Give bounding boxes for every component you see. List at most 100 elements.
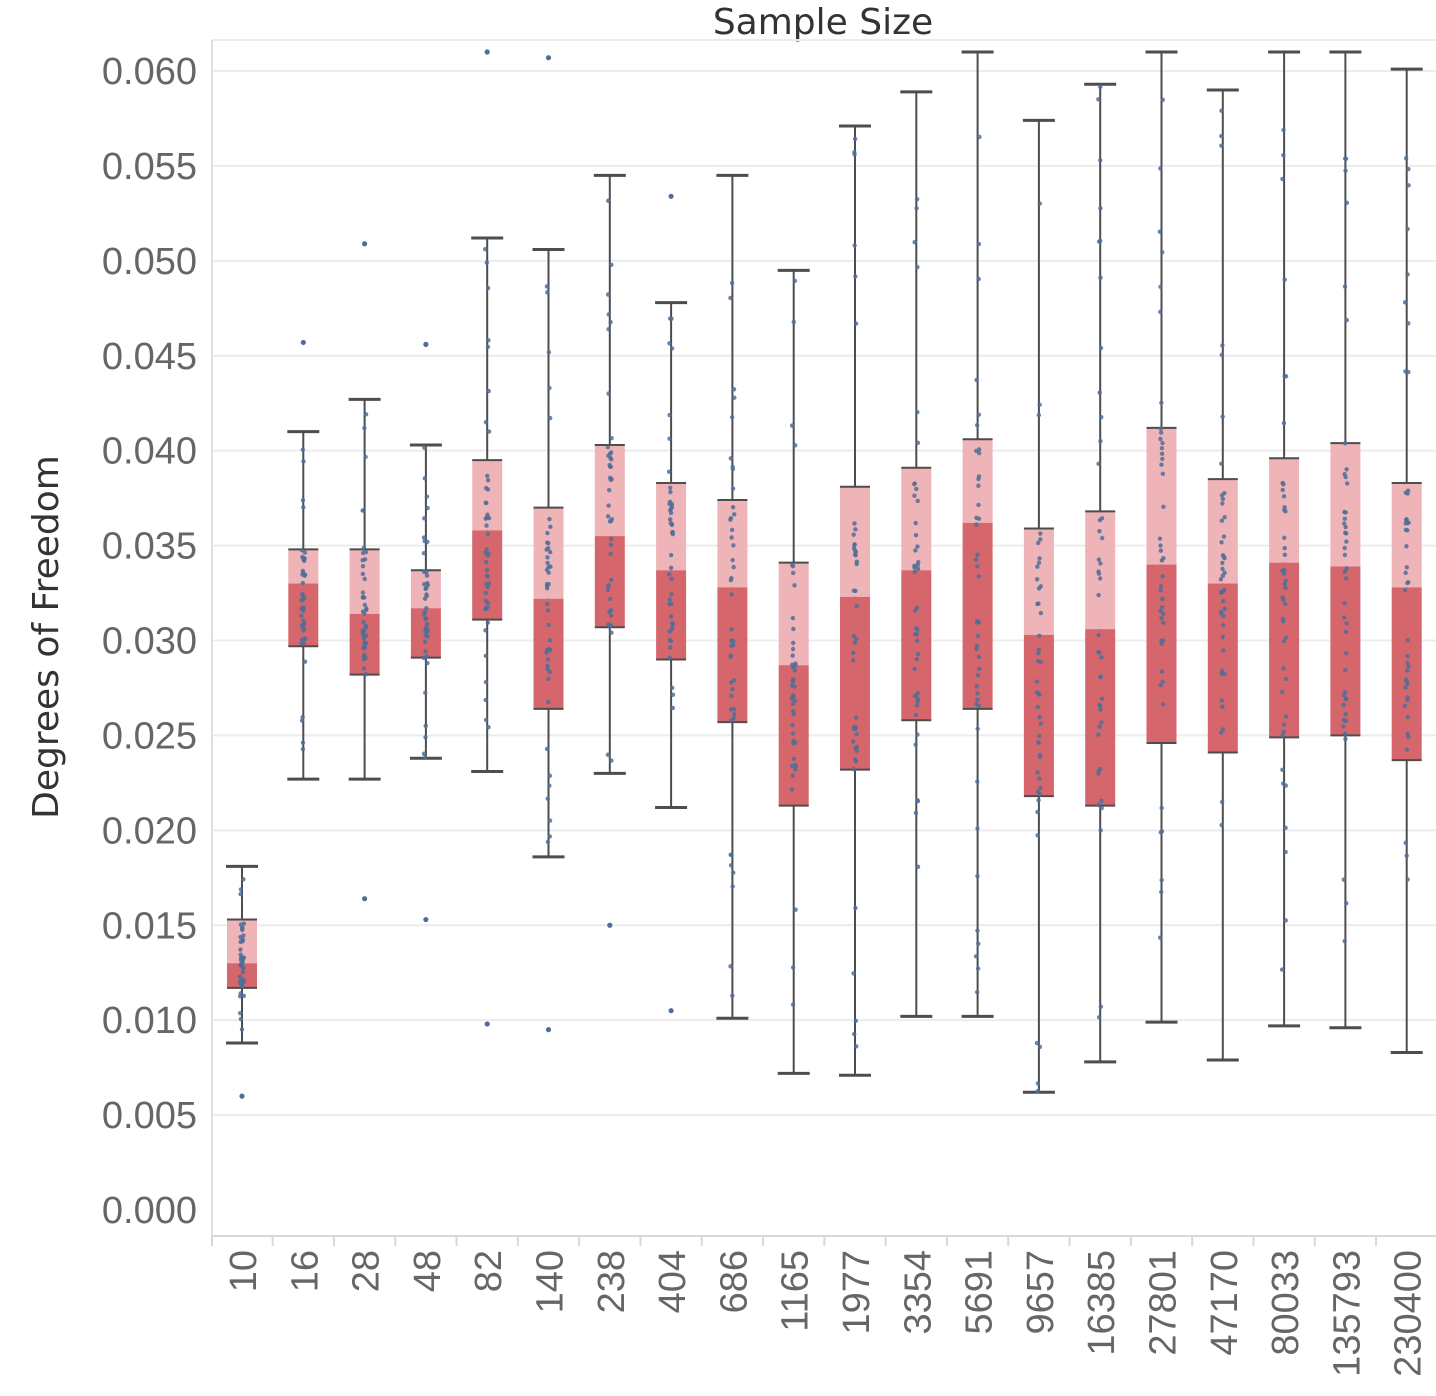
y-axis-label: Degrees of Freedom bbox=[26, 455, 67, 819]
data-point bbox=[605, 514, 611, 519]
data-point bbox=[667, 341, 672, 346]
data-point bbox=[299, 606, 304, 611]
x-tick-label: 80033 bbox=[1265, 1250, 1307, 1356]
data-point bbox=[238, 922, 244, 927]
outlier-point bbox=[239, 1093, 245, 1099]
data-point bbox=[545, 839, 551, 845]
data-point bbox=[547, 516, 552, 522]
data-point bbox=[544, 567, 550, 573]
data-point bbox=[1283, 918, 1288, 923]
data-point bbox=[1159, 400, 1164, 406]
data-point bbox=[1098, 1004, 1104, 1009]
data-point bbox=[1283, 635, 1289, 640]
data-point bbox=[1035, 833, 1040, 838]
data-point bbox=[547, 834, 553, 839]
data-point bbox=[1034, 679, 1040, 684]
chart-title: Sample Size bbox=[713, 2, 933, 43]
box-upper bbox=[1146, 427, 1177, 565]
data-point bbox=[1406, 321, 1411, 326]
data-point bbox=[853, 726, 858, 731]
data-point bbox=[1343, 736, 1348, 742]
data-point bbox=[729, 627, 734, 632]
data-point bbox=[1159, 641, 1164, 647]
data-point bbox=[791, 738, 796, 744]
data-point bbox=[974, 377, 979, 383]
data-point bbox=[1403, 840, 1408, 845]
data-point bbox=[545, 540, 550, 545]
data-point bbox=[974, 422, 980, 428]
data-points bbox=[237, 49, 1411, 1099]
x-tick-label: 16 bbox=[284, 1250, 326, 1292]
data-point bbox=[1342, 441, 1348, 446]
data-point bbox=[1037, 754, 1043, 760]
data-point bbox=[1403, 677, 1409, 682]
data-point bbox=[545, 608, 551, 613]
data-point bbox=[669, 627, 674, 632]
data-point bbox=[975, 928, 980, 933]
data-point bbox=[1035, 809, 1040, 815]
x-tick-label: 10 bbox=[223, 1250, 265, 1292]
data-point bbox=[790, 701, 796, 706]
data-point bbox=[1343, 718, 1349, 724]
data-point bbox=[301, 505, 306, 510]
data-point bbox=[791, 711, 797, 717]
data-point bbox=[854, 732, 859, 737]
data-point bbox=[728, 863, 734, 868]
data-point bbox=[1341, 877, 1347, 882]
data-point bbox=[302, 659, 308, 664]
y-tick-label: 0.045 bbox=[102, 336, 197, 378]
data-point bbox=[914, 632, 920, 637]
outlier-point bbox=[484, 49, 490, 55]
data-point bbox=[666, 572, 672, 577]
data-point bbox=[976, 941, 981, 946]
data-point bbox=[793, 661, 798, 666]
data-point bbox=[1099, 655, 1104, 660]
data-point bbox=[1404, 517, 1409, 522]
data-point bbox=[914, 703, 920, 708]
data-point bbox=[605, 587, 611, 592]
data-point bbox=[1344, 467, 1349, 472]
data-point bbox=[1342, 521, 1347, 526]
data-point bbox=[1220, 589, 1226, 594]
data-point bbox=[548, 647, 553, 653]
data-point bbox=[731, 564, 736, 570]
data-point bbox=[238, 887, 244, 892]
data-point bbox=[237, 994, 243, 999]
data-point bbox=[732, 512, 737, 517]
x-tick-labels: 10 16 28 48 82 140 238 404 686 1165 1977 3354 5691 96… bbox=[223, 1250, 1430, 1377]
data-point bbox=[608, 319, 613, 325]
data-point bbox=[422, 596, 428, 601]
data-point bbox=[485, 620, 491, 625]
data-point bbox=[1402, 300, 1408, 305]
data-point bbox=[1405, 653, 1410, 659]
data-point bbox=[1036, 560, 1042, 565]
data-point bbox=[424, 621, 430, 627]
data-point bbox=[605, 444, 611, 450]
data-point bbox=[975, 989, 980, 995]
data-point bbox=[545, 667, 551, 672]
data-point bbox=[915, 651, 921, 657]
data-point bbox=[241, 993, 247, 999]
data-point bbox=[853, 905, 858, 911]
data-point bbox=[1283, 374, 1289, 379]
data-point bbox=[1038, 537, 1043, 542]
data-point bbox=[973, 557, 979, 562]
data-point bbox=[547, 415, 553, 421]
data-point bbox=[300, 714, 305, 720]
data-point bbox=[913, 520, 918, 526]
data-point bbox=[853, 274, 858, 279]
data-point bbox=[852, 640, 858, 645]
data-point bbox=[667, 597, 672, 602]
data-point bbox=[1343, 668, 1348, 673]
x-tick-label: 16385 bbox=[1081, 1250, 1123, 1356]
data-point bbox=[731, 870, 736, 875]
data-point bbox=[240, 961, 245, 966]
data-point bbox=[299, 598, 304, 603]
data-point bbox=[976, 654, 982, 660]
data-point bbox=[1034, 577, 1040, 582]
data-point bbox=[1097, 702, 1102, 708]
box-upper bbox=[288, 549, 319, 584]
data-point bbox=[730, 464, 735, 470]
data-point bbox=[1220, 573, 1226, 578]
data-point bbox=[976, 241, 982, 247]
